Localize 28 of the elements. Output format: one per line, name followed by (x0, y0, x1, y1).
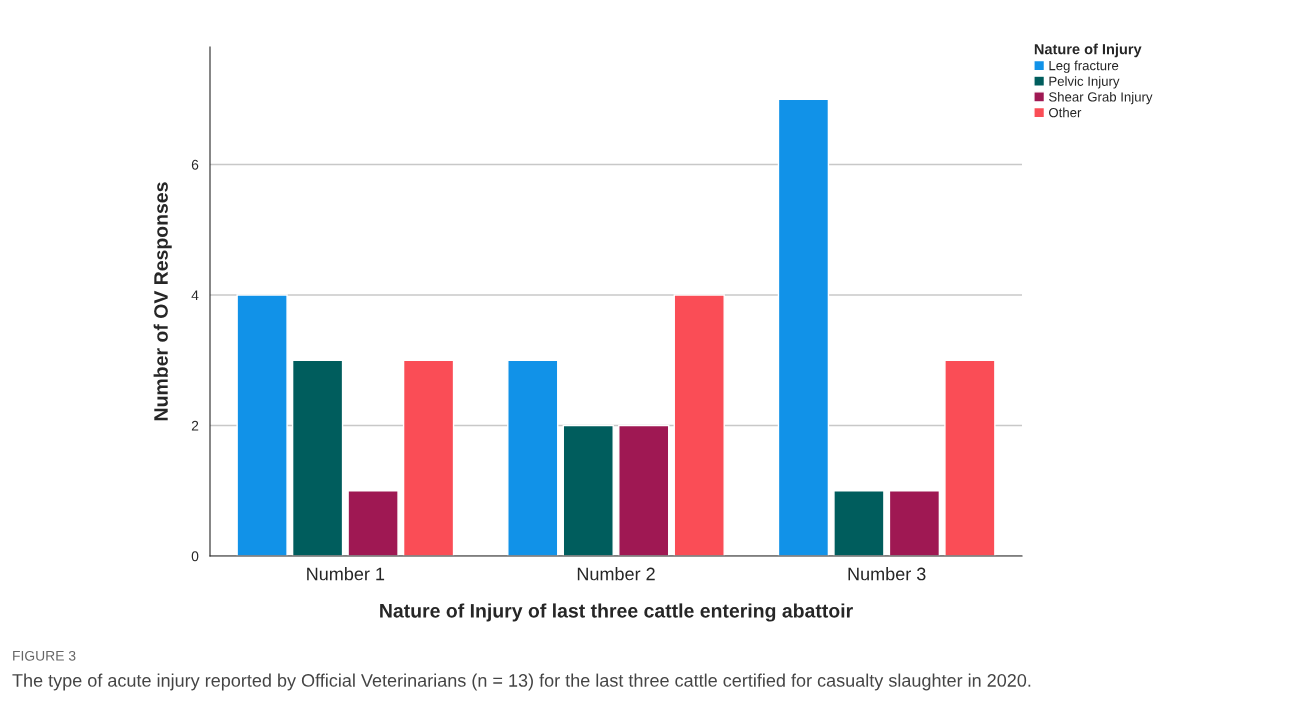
y-tick-label: 2 (191, 420, 199, 431)
x-axis-title: Nature of Injury of last three cattle entering abattoir (380, 603, 853, 622)
bar (833, 490, 885, 556)
y-tick-label: 4 (191, 290, 199, 301)
bar (673, 294, 725, 556)
y-axis-title: Number of OV Responses (153, 182, 172, 421)
text: The type of acute injury reported by Official Veterinarians (n = 13) for the last three cattle certified for casualty slaughter in 2020. (12, 673, 1031, 691)
bar (347, 490, 399, 556)
legend-title: Nature of Injury (1034, 43, 1142, 58)
bar (562, 424, 614, 556)
legend-label: Other (1049, 107, 1082, 118)
legend-label: Shear Grab Injury (1048, 91, 1153, 105)
caption: FIGURE 3 (13, 650, 76, 661)
y-tick-label: 6 (191, 159, 199, 170)
y-tick-label: 0 (191, 551, 199, 562)
bar (291, 359, 344, 556)
x-tick-label: Number 2 (577, 567, 655, 581)
legend-label: Pelvic Injury (1049, 76, 1120, 89)
bar (777, 98, 830, 556)
x-tick-label: Number 1 (307, 567, 385, 581)
bar (507, 359, 559, 556)
bar (402, 359, 455, 556)
bar (888, 490, 941, 556)
bar (618, 424, 670, 556)
bar (236, 294, 288, 556)
bar (944, 359, 996, 556)
legend-label: Leg fracture (1049, 60, 1119, 73)
x-tick-label: Number 3 (848, 567, 926, 581)
